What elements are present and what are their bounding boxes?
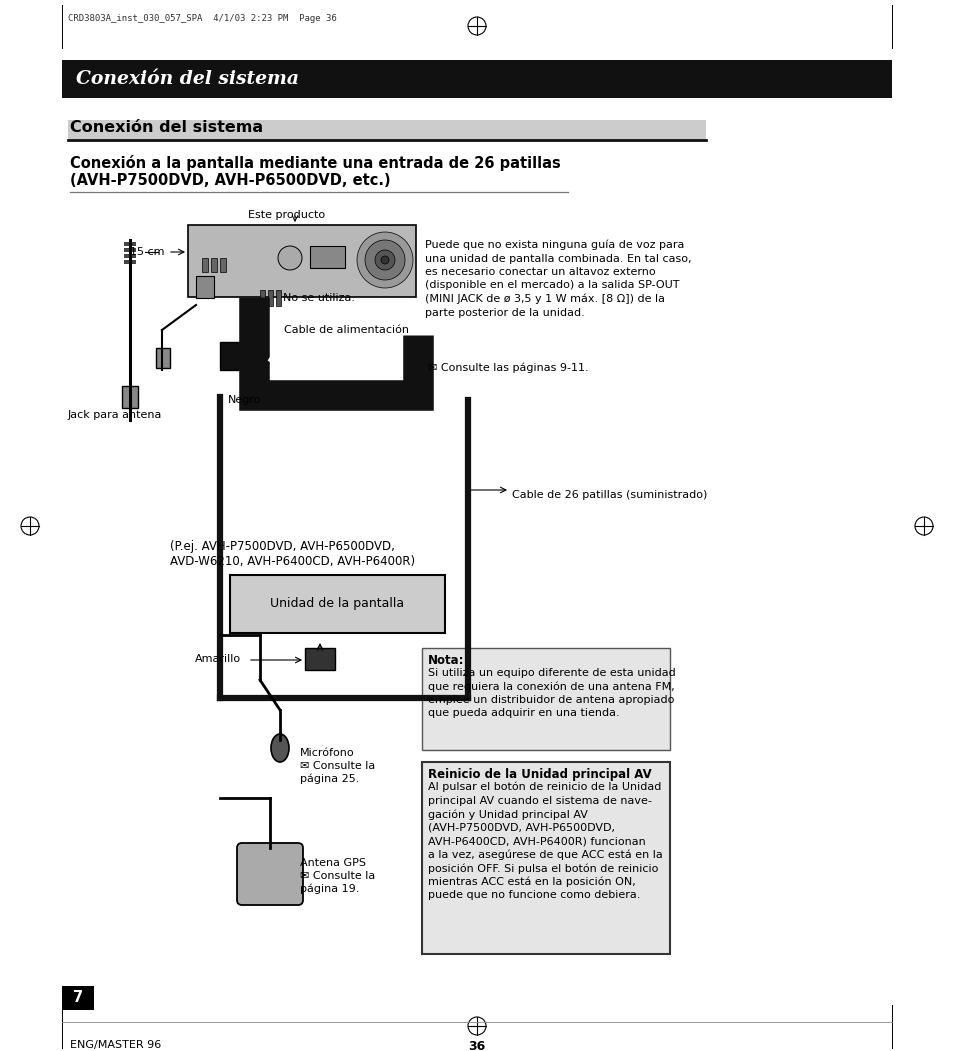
- Bar: [421, 648, 669, 750]
- Bar: [195, 276, 213, 298]
- Bar: [68, 120, 705, 140]
- Text: mientras ACC está en la posición ON,: mientras ACC está en la posición ON,: [428, 877, 635, 887]
- Circle shape: [375, 250, 395, 270]
- Text: posición OFF. Si pulsa el botón de reinicio: posición OFF. Si pulsa el botón de reini…: [428, 863, 658, 873]
- Bar: [230, 575, 444, 633]
- Text: Conexión del sistema: Conexión del sistema: [76, 70, 298, 88]
- Text: ENG/MASTER 96: ENG/MASTER 96: [70, 1040, 161, 1050]
- Text: emplee un distribuidor de antena apropiado: emplee un distribuidor de antena apropia…: [428, 695, 674, 705]
- Bar: [62, 986, 94, 1010]
- Text: 15 cm: 15 cm: [130, 247, 164, 257]
- Text: Si utiliza un equipo diferente de esta unidad: Si utiliza un equipo diferente de esta u…: [428, 668, 675, 678]
- Bar: [220, 342, 253, 370]
- Text: (P.ej. AVH-P7500DVD, AVH-P6500DVD,: (P.ej. AVH-P7500DVD, AVH-P6500DVD,: [170, 540, 395, 553]
- Text: página 19.: página 19.: [299, 884, 359, 894]
- Text: Cable de 26 patillas (suministrado): Cable de 26 patillas (suministrado): [512, 490, 706, 500]
- Text: Jack para antena: Jack para antena: [68, 410, 162, 420]
- Bar: [124, 260, 136, 264]
- Text: una unidad de pantalla combinada. En tal caso,: una unidad de pantalla combinada. En tal…: [424, 253, 691, 264]
- Text: Puede que no exista ninguna guía de voz para: Puede que no exista ninguna guía de voz …: [424, 240, 683, 250]
- Text: Al pulsar el botón de reinicio de la Unidad: Al pulsar el botón de reinicio de la Uni…: [428, 782, 660, 792]
- Bar: [124, 242, 136, 246]
- Bar: [305, 648, 335, 669]
- Text: Cable de alimentación: Cable de alimentación: [284, 325, 409, 335]
- Text: (AVH-P7500DVD, AVH-P6500DVD,: (AVH-P7500DVD, AVH-P6500DVD,: [428, 823, 615, 832]
- Text: Conexión del sistema: Conexión del sistema: [70, 120, 263, 135]
- Bar: [260, 290, 265, 306]
- Text: ✉ Consulte las páginas 9-11.: ✉ Consulte las páginas 9-11.: [428, 363, 588, 373]
- Ellipse shape: [271, 734, 289, 762]
- Bar: [156, 348, 170, 368]
- Text: CRD3803A_inst_030_057_SPA  4/1/03 2:23 PM  Page 36: CRD3803A_inst_030_057_SPA 4/1/03 2:23 PM…: [68, 14, 336, 23]
- Text: Conexión a la pantalla mediante una entrada de 26 patillas: Conexión a la pantalla mediante una entr…: [70, 154, 560, 171]
- Bar: [124, 254, 136, 257]
- Circle shape: [380, 256, 389, 264]
- Text: AVH-P6400CD, AVH-P6400R) funcionan: AVH-P6400CD, AVH-P6400R) funcionan: [428, 836, 645, 846]
- Text: que pueda adquirir en una tienda.: que pueda adquirir en una tienda.: [428, 708, 619, 719]
- Bar: [275, 290, 281, 306]
- Text: a la vez, asegúrese de que ACC está en la: a la vez, asegúrese de que ACC está en l…: [428, 849, 662, 860]
- Text: Nota:: Nota:: [428, 654, 464, 667]
- Text: Unidad de la pantalla: Unidad de la pantalla: [270, 598, 404, 611]
- Bar: [220, 257, 226, 272]
- Text: (disponible en el mercado) a la salida SP-OUT: (disponible en el mercado) a la salida S…: [424, 281, 679, 290]
- Text: Micrófono: Micrófono: [299, 748, 355, 758]
- Text: que requiera la conexión de una antena FM,: que requiera la conexión de una antena F…: [428, 681, 674, 692]
- Text: es necesario conectar un altavoz externo: es necesario conectar un altavoz externo: [424, 267, 655, 277]
- Bar: [310, 246, 345, 268]
- Bar: [188, 225, 416, 297]
- Text: gación y Unidad principal AV: gación y Unidad principal AV: [428, 809, 587, 820]
- Text: 36: 36: [468, 1040, 485, 1051]
- Bar: [62, 60, 891, 98]
- Bar: [122, 386, 138, 408]
- Circle shape: [356, 232, 413, 288]
- Text: (MINI JACK de ø 3,5 y 1 W máx. [8 Ω]) de la: (MINI JACK de ø 3,5 y 1 W máx. [8 Ω]) de…: [424, 294, 664, 305]
- Text: Reinicio de la Unidad principal AV: Reinicio de la Unidad principal AV: [428, 768, 651, 781]
- Text: Amarillo: Amarillo: [194, 654, 241, 664]
- FancyBboxPatch shape: [236, 843, 303, 905]
- Bar: [268, 290, 273, 306]
- Text: parte posterior de la unidad.: parte posterior de la unidad.: [424, 308, 584, 317]
- Text: (AVH-P7500DVD, AVH-P6500DVD, etc.): (AVH-P7500DVD, AVH-P6500DVD, etc.): [70, 173, 390, 188]
- Text: página 25.: página 25.: [299, 774, 359, 784]
- Text: AVD-W6210, AVH-P6400CD, AVH-P6400R): AVD-W6210, AVH-P6400CD, AVH-P6400R): [170, 555, 415, 568]
- Text: principal AV cuando el sistema de nave-: principal AV cuando el sistema de nave-: [428, 796, 651, 805]
- Circle shape: [277, 246, 302, 270]
- Text: 7: 7: [72, 990, 83, 1006]
- Text: No se utiliza.: No se utiliza.: [283, 293, 355, 303]
- Bar: [202, 257, 208, 272]
- Text: ✉ Consulte la: ✉ Consulte la: [299, 871, 375, 881]
- Bar: [421, 762, 669, 954]
- Bar: [211, 257, 216, 272]
- Text: Antena GPS: Antena GPS: [299, 858, 366, 868]
- Text: Este producto: Este producto: [248, 210, 325, 220]
- Text: Negro: Negro: [228, 395, 261, 405]
- Bar: [124, 248, 136, 252]
- Text: ✉ Consulte la: ✉ Consulte la: [299, 761, 375, 771]
- Text: puede que no funcione como debiera.: puede que no funcione como debiera.: [428, 890, 639, 900]
- Circle shape: [365, 240, 405, 280]
